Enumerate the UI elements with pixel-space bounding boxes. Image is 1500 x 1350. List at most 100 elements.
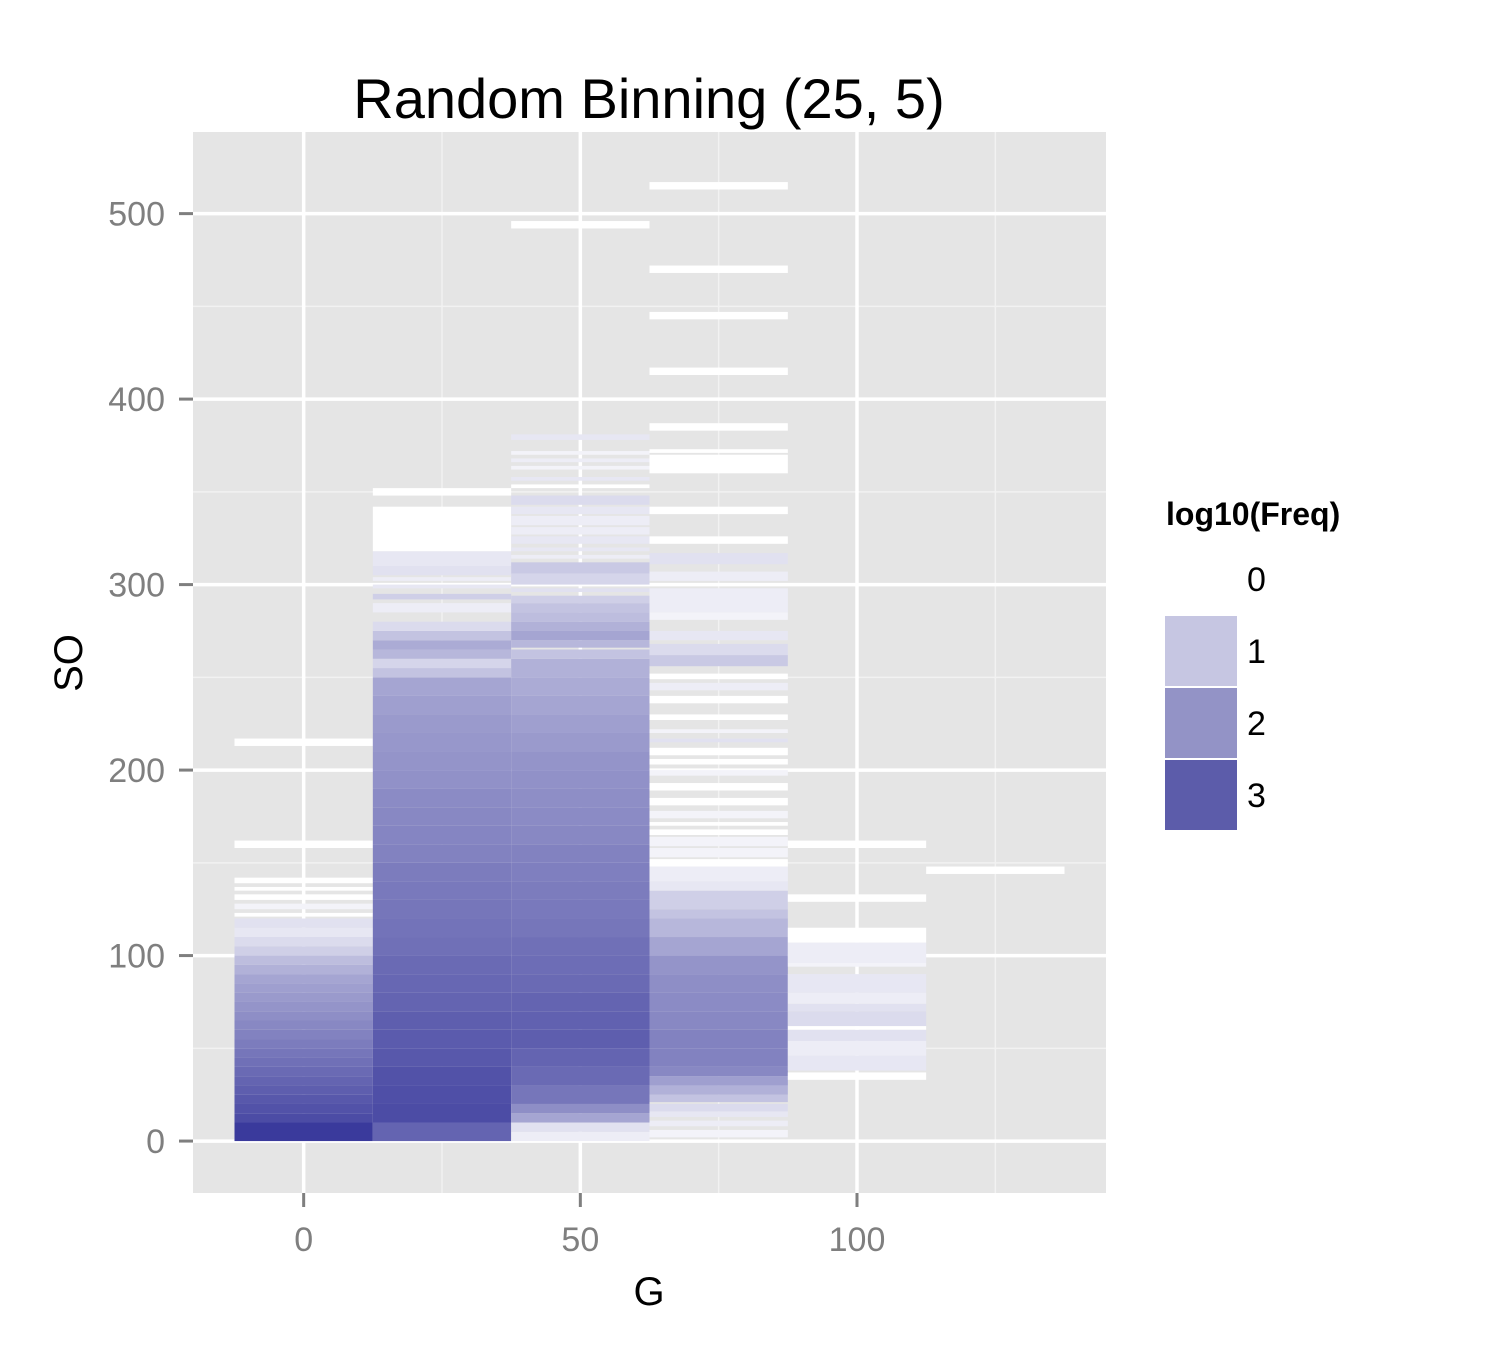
heatmap-tile — [372, 825, 512, 845]
heatmap-tile — [787, 1026, 927, 1030]
heatmap-tile — [234, 1094, 373, 1104]
heatmap-tile — [649, 265, 788, 273]
heatmap-tile — [649, 747, 788, 756]
heatmap-tile — [511, 955, 650, 975]
heatmap-tile — [926, 866, 1065, 874]
heatmap-tile — [372, 937, 512, 956]
heatmap-tile — [649, 1011, 788, 1030]
heatmap-tile — [511, 1103, 650, 1114]
heatmap-tile — [649, 974, 788, 993]
heatmap-tile — [511, 573, 650, 585]
y-tick-label: 500 — [108, 196, 165, 234]
heatmap-tile — [511, 630, 650, 641]
x-tick-label: 100 — [829, 1221, 886, 1259]
legend-swatch — [1165, 760, 1237, 830]
heatmap-tile — [511, 788, 650, 808]
heatmap-tile — [372, 577, 512, 581]
heatmap-tile — [511, 1131, 650, 1142]
heatmap-tiles — [234, 182, 1065, 1142]
heatmap-tile — [372, 695, 512, 715]
heatmap-tile — [234, 903, 373, 910]
heatmap-tile — [649, 536, 788, 544]
heatmap-tile — [511, 899, 650, 919]
heatmap-tile — [511, 918, 650, 938]
heatmap-tile — [511, 658, 650, 678]
heatmap-tile — [649, 1076, 788, 1086]
heatmap-tile — [511, 506, 650, 515]
heatmap-tile — [511, 458, 650, 463]
heatmap-tile — [234, 927, 373, 938]
heatmap-tile — [511, 844, 650, 863]
heatmap-tile — [372, 1066, 512, 1086]
heatmap-tile — [372, 488, 512, 496]
heatmap-tile — [511, 595, 650, 604]
heatmap-tile — [787, 992, 927, 1004]
heatmap-tile — [511, 1066, 650, 1086]
heatmap-tile — [234, 1020, 373, 1030]
heatmap-tile — [511, 562, 650, 574]
heatmap-tile — [372, 1103, 512, 1123]
heatmap-tile — [234, 955, 373, 965]
heatmap-tile — [649, 182, 788, 190]
heatmap-tile — [234, 1122, 373, 1142]
heatmap-tile — [511, 1029, 650, 1049]
heatmap-tile — [787, 1029, 927, 1041]
heatmap-tile — [372, 955, 512, 975]
heatmap-tile — [787, 927, 927, 943]
heatmap-tile — [649, 829, 788, 836]
heatmap-tile — [649, 643, 788, 656]
heatmap-tile — [372, 770, 512, 789]
heatmap-tile — [372, 640, 512, 650]
heatmap-tile — [511, 751, 650, 771]
heatmap-tile — [787, 1040, 927, 1056]
heatmap-tile — [372, 1048, 512, 1067]
heatmap-tile — [511, 515, 650, 526]
heatmap-tile — [234, 946, 373, 956]
heatmap-tile — [649, 454, 788, 474]
legend-swatch — [1165, 688, 1237, 758]
y-tick-label: 300 — [108, 567, 165, 605]
heatmap-tile — [649, 449, 788, 453]
heatmap-tile — [234, 992, 373, 1002]
heatmap-tile — [234, 1029, 373, 1040]
chart-title: Random Binning (25, 5) — [353, 67, 944, 130]
heatmap-tile — [234, 912, 373, 917]
heatmap-tile — [372, 844, 512, 863]
heatmap-tile — [234, 918, 373, 928]
heatmap-tile — [649, 367, 788, 375]
heatmap-tile — [372, 630, 512, 641]
heatmap-tile — [372, 807, 512, 826]
heatmap-tile — [372, 732, 512, 752]
heatmap-tile — [787, 840, 927, 848]
heatmap-tile — [649, 571, 788, 581]
heatmap-tile — [372, 751, 512, 771]
y-axis: 0 100 200 300 400 500 — [108, 196, 193, 1161]
heatmap-tile — [511, 603, 650, 613]
x-axis-label: G — [633, 1270, 664, 1314]
heatmap-tile — [511, 434, 650, 440]
heatmap-tile — [649, 1085, 788, 1095]
heatmap-tile — [511, 221, 650, 229]
heatmap-tile — [649, 553, 788, 565]
legend-keys: 0 1 2 3 — [1165, 544, 1266, 830]
legend-label: 0 — [1247, 561, 1266, 599]
heatmap-tile — [649, 992, 788, 1012]
heatmap-tile — [649, 770, 788, 776]
heatmap-tile — [649, 822, 788, 826]
heatmap-tile — [234, 1057, 373, 1067]
heatmap-tile — [649, 1111, 788, 1117]
heatmap-tile — [511, 649, 650, 659]
heatmap-tile — [372, 862, 512, 882]
heatmap-tile — [511, 527, 650, 535]
heatmap-tile — [511, 1122, 650, 1132]
heatmap-tile — [511, 477, 650, 481]
heatmap-tile — [649, 758, 788, 765]
heatmap-tile — [234, 738, 373, 746]
heatmap-tile — [649, 783, 788, 791]
y-tick-label: 100 — [108, 938, 165, 976]
heatmap-tile — [234, 1039, 373, 1049]
heatmap-tile — [787, 1072, 927, 1080]
heatmap-tile — [649, 1048, 788, 1067]
heatmap-tile — [511, 612, 650, 622]
heatmap-tile — [234, 840, 373, 848]
